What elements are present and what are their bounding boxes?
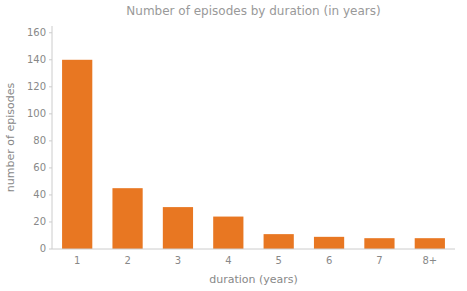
- y-tick: [49, 113, 52, 114]
- bar: [415, 238, 445, 249]
- y-tick-label: 140: [27, 54, 46, 65]
- y-tick: [49, 140, 52, 141]
- x-tick-label: 3: [175, 255, 181, 266]
- bar: [62, 60, 92, 249]
- x-tick-label: 1: [74, 255, 80, 266]
- bar: [314, 237, 344, 249]
- y-tick: [49, 167, 52, 168]
- bar: [364, 238, 394, 249]
- bar: [264, 234, 294, 249]
- bar: [112, 188, 142, 249]
- y-tick-label: 120: [27, 81, 46, 92]
- y-tick-label: 40: [33, 189, 46, 200]
- y-tick: [49, 194, 52, 195]
- y-tick: [49, 86, 52, 87]
- x-tick-label: 4: [225, 255, 231, 266]
- x-tick-label: 7: [376, 255, 382, 266]
- y-tick: [49, 32, 52, 33]
- bar: [213, 217, 243, 249]
- x-tick-label: 6: [326, 255, 332, 266]
- x-tick-label: 5: [276, 255, 282, 266]
- y-tick-label: 100: [27, 108, 46, 119]
- y-tick-label: 80: [33, 135, 46, 146]
- y-tick: [49, 249, 52, 250]
- bar: [163, 207, 193, 249]
- y-tick: [49, 221, 52, 222]
- y-tick-label: 20: [33, 216, 46, 227]
- bars: [62, 60, 445, 249]
- y-tick-label: 60: [33, 162, 46, 173]
- y-tick: [49, 59, 52, 60]
- y-tick-label: 0: [40, 243, 46, 254]
- chart-container: 0 20 40 60 80 100 120 140 160 1 2 3 4 5 6 7 8+ duration (…: [0, 0, 467, 291]
- y-axis-label: number of episodes: [4, 83, 17, 193]
- x-axis-line: [52, 249, 455, 250]
- y-tick-label: 160: [27, 27, 46, 38]
- chart: 0 20 40 60 80 100 120 140 160 1 2 3 4 5 6 7 8+ duration (…: [0, 0, 467, 291]
- title: Number of episodes by duration (in years…: [126, 4, 380, 18]
- x-tick-label: 8+: [422, 255, 437, 266]
- x-tick-label: 2: [124, 255, 130, 266]
- x-axis-label: duration (years): [209, 273, 298, 286]
